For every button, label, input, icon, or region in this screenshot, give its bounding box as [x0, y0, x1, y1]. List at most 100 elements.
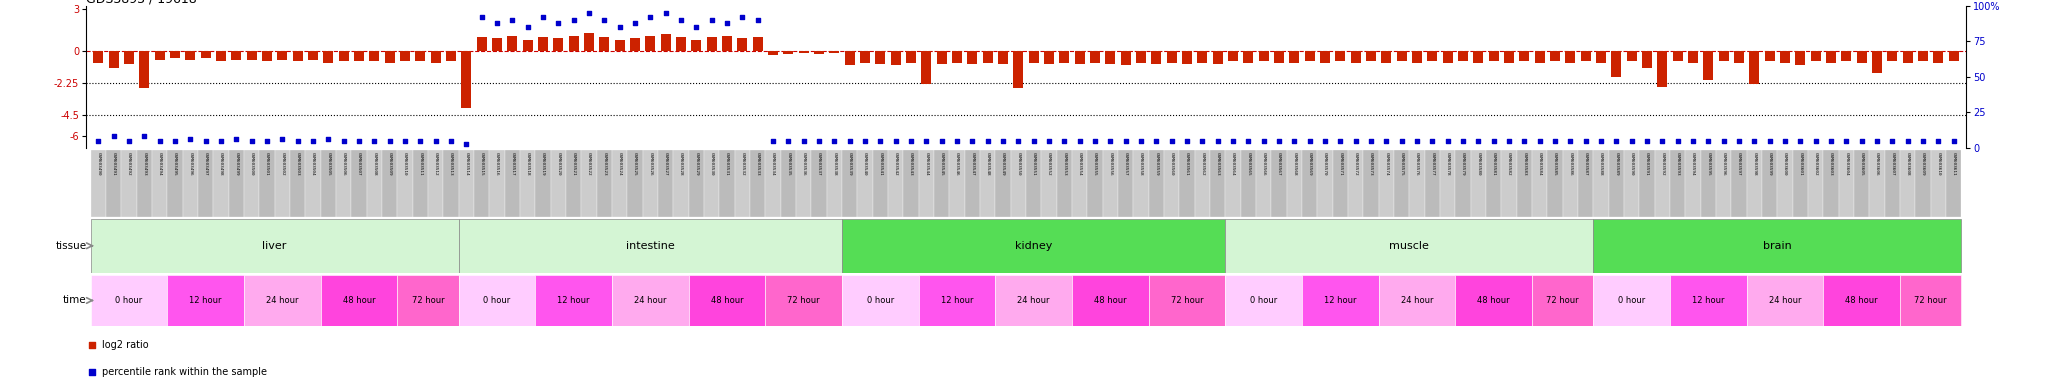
Point: [1616, 138, 1649, 144]
Bar: [246, 51, 256, 60]
Bar: [199, 150, 213, 217]
Point: [1585, 138, 1618, 144]
Point: [1032, 138, 1065, 144]
Bar: [614, 40, 625, 51]
Text: 72 hour: 72 hour: [1171, 296, 1204, 305]
Point: [496, 17, 528, 23]
Point: [113, 138, 145, 144]
Point: [1507, 138, 1540, 144]
Point: [174, 136, 207, 142]
Bar: [1057, 150, 1071, 217]
Point: [297, 138, 330, 144]
Point: [1524, 138, 1556, 144]
Bar: [1198, 51, 1208, 63]
Bar: [1792, 150, 1808, 217]
Point: [741, 17, 774, 23]
Bar: [922, 51, 932, 84]
Text: muscle: muscle: [1389, 241, 1430, 251]
Point: [1278, 138, 1311, 144]
Bar: [688, 150, 705, 217]
Text: GSM603535: GSM603535: [786, 152, 791, 175]
Point: [82, 138, 115, 144]
Bar: [1548, 150, 1563, 217]
Text: GSM603499: GSM603499: [233, 152, 238, 175]
Text: GSM603584: GSM603584: [1538, 152, 1542, 175]
Bar: [473, 150, 489, 217]
Text: GSM603555: GSM603555: [1094, 152, 1098, 175]
Bar: [1321, 51, 1329, 63]
Bar: [1915, 150, 1931, 217]
Point: [1186, 138, 1219, 144]
Bar: [535, 275, 612, 326]
Bar: [1919, 51, 1927, 61]
Text: 48 hour: 48 hour: [1845, 296, 1878, 305]
Point: [381, 247, 414, 253]
Bar: [459, 150, 473, 217]
Text: 24 hour: 24 hour: [1018, 296, 1051, 305]
Bar: [1686, 150, 1700, 217]
Bar: [829, 51, 840, 53]
Bar: [293, 51, 303, 61]
Point: [389, 138, 422, 144]
Bar: [674, 150, 688, 217]
Text: GSM603527: GSM603527: [664, 152, 668, 175]
Bar: [1106, 51, 1116, 64]
Bar: [1413, 51, 1421, 63]
Bar: [1378, 275, 1456, 326]
Text: GSM603585: GSM603585: [1552, 152, 1556, 175]
Bar: [168, 275, 244, 326]
Bar: [1487, 150, 1501, 217]
Bar: [1520, 51, 1530, 61]
Text: GSM603579: GSM603579: [1460, 152, 1464, 175]
Text: GSM603608: GSM603608: [1907, 152, 1911, 175]
Bar: [1735, 51, 1745, 63]
Bar: [1827, 51, 1837, 63]
Text: GSM603553: GSM603553: [1063, 152, 1067, 175]
Bar: [397, 275, 459, 326]
Text: GSM603574: GSM603574: [1384, 152, 1389, 175]
Point: [1493, 138, 1526, 144]
Text: GSM603610: GSM603610: [1937, 152, 1939, 175]
Bar: [385, 51, 395, 63]
Bar: [1640, 150, 1655, 217]
Point: [1677, 138, 1710, 144]
Text: GSM603609: GSM603609: [1921, 152, 1925, 175]
Text: GSM603536: GSM603536: [801, 152, 805, 175]
Point: [451, 141, 483, 147]
Text: GSM603567: GSM603567: [1278, 152, 1282, 175]
Text: GSM603511: GSM603511: [418, 152, 422, 175]
Bar: [582, 150, 596, 217]
Bar: [662, 34, 670, 51]
Bar: [813, 51, 823, 54]
Text: GSM603603: GSM603603: [1829, 152, 1833, 175]
Point: [328, 138, 360, 144]
Bar: [442, 150, 459, 217]
Bar: [707, 37, 717, 51]
Bar: [156, 51, 164, 60]
Text: GSM603562: GSM603562: [1200, 152, 1204, 175]
Bar: [1870, 150, 1884, 217]
Text: GSM603528: GSM603528: [680, 152, 684, 175]
Point: [205, 138, 238, 144]
Bar: [565, 150, 582, 217]
Point: [1401, 138, 1434, 144]
Bar: [1440, 150, 1456, 217]
Text: GSM603534: GSM603534: [770, 152, 774, 175]
Text: 48 hour: 48 hour: [342, 296, 375, 305]
Bar: [1286, 150, 1303, 217]
Point: [403, 138, 436, 144]
Bar: [903, 150, 920, 217]
Bar: [1901, 150, 1915, 217]
Bar: [1839, 150, 1853, 217]
Point: [1384, 138, 1417, 144]
Point: [1079, 138, 1112, 144]
Bar: [459, 219, 842, 273]
Bar: [705, 150, 719, 217]
Bar: [1335, 51, 1346, 61]
Text: GSM603537: GSM603537: [817, 152, 821, 175]
Text: GSM603573: GSM603573: [1368, 152, 1372, 175]
Bar: [477, 37, 487, 51]
Bar: [1012, 150, 1026, 217]
Point: [1370, 138, 1403, 144]
Point: [1141, 138, 1174, 144]
